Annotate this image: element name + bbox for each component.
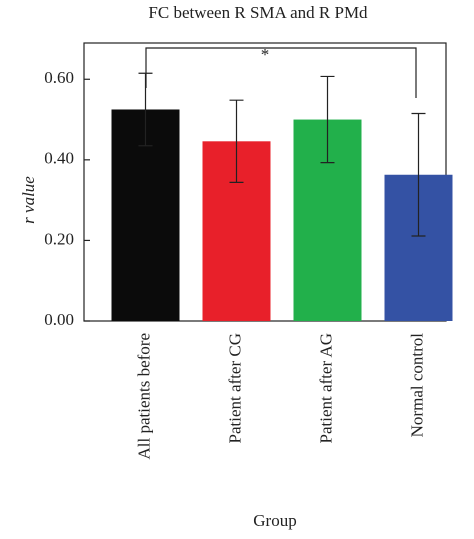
y-tick-label: 0.00 — [44, 310, 74, 329]
x-tick-label: Patient after AG — [316, 333, 335, 443]
error-bar — [229, 99, 244, 184]
y-axis-label: r value — [19, 176, 38, 224]
error-bar — [411, 112, 426, 237]
error-bar — [320, 75, 335, 164]
chart-title: FC between R SMA and R PMd — [148, 3, 368, 22]
x-tick-label: Normal control — [407, 333, 426, 438]
error-bar — [138, 72, 153, 147]
significance-bracket — [145, 47, 417, 98]
x-tick-label: Patient after CG — [225, 333, 244, 443]
y-tick-label: 0.20 — [44, 229, 74, 248]
significance-mark: * — [261, 45, 270, 64]
y-tick-label: 0.40 — [44, 149, 74, 168]
x-axis-label: Group — [253, 511, 296, 530]
x-tick-label: All patients before — [134, 333, 153, 460]
y-tick-label: 0.60 — [44, 68, 74, 87]
